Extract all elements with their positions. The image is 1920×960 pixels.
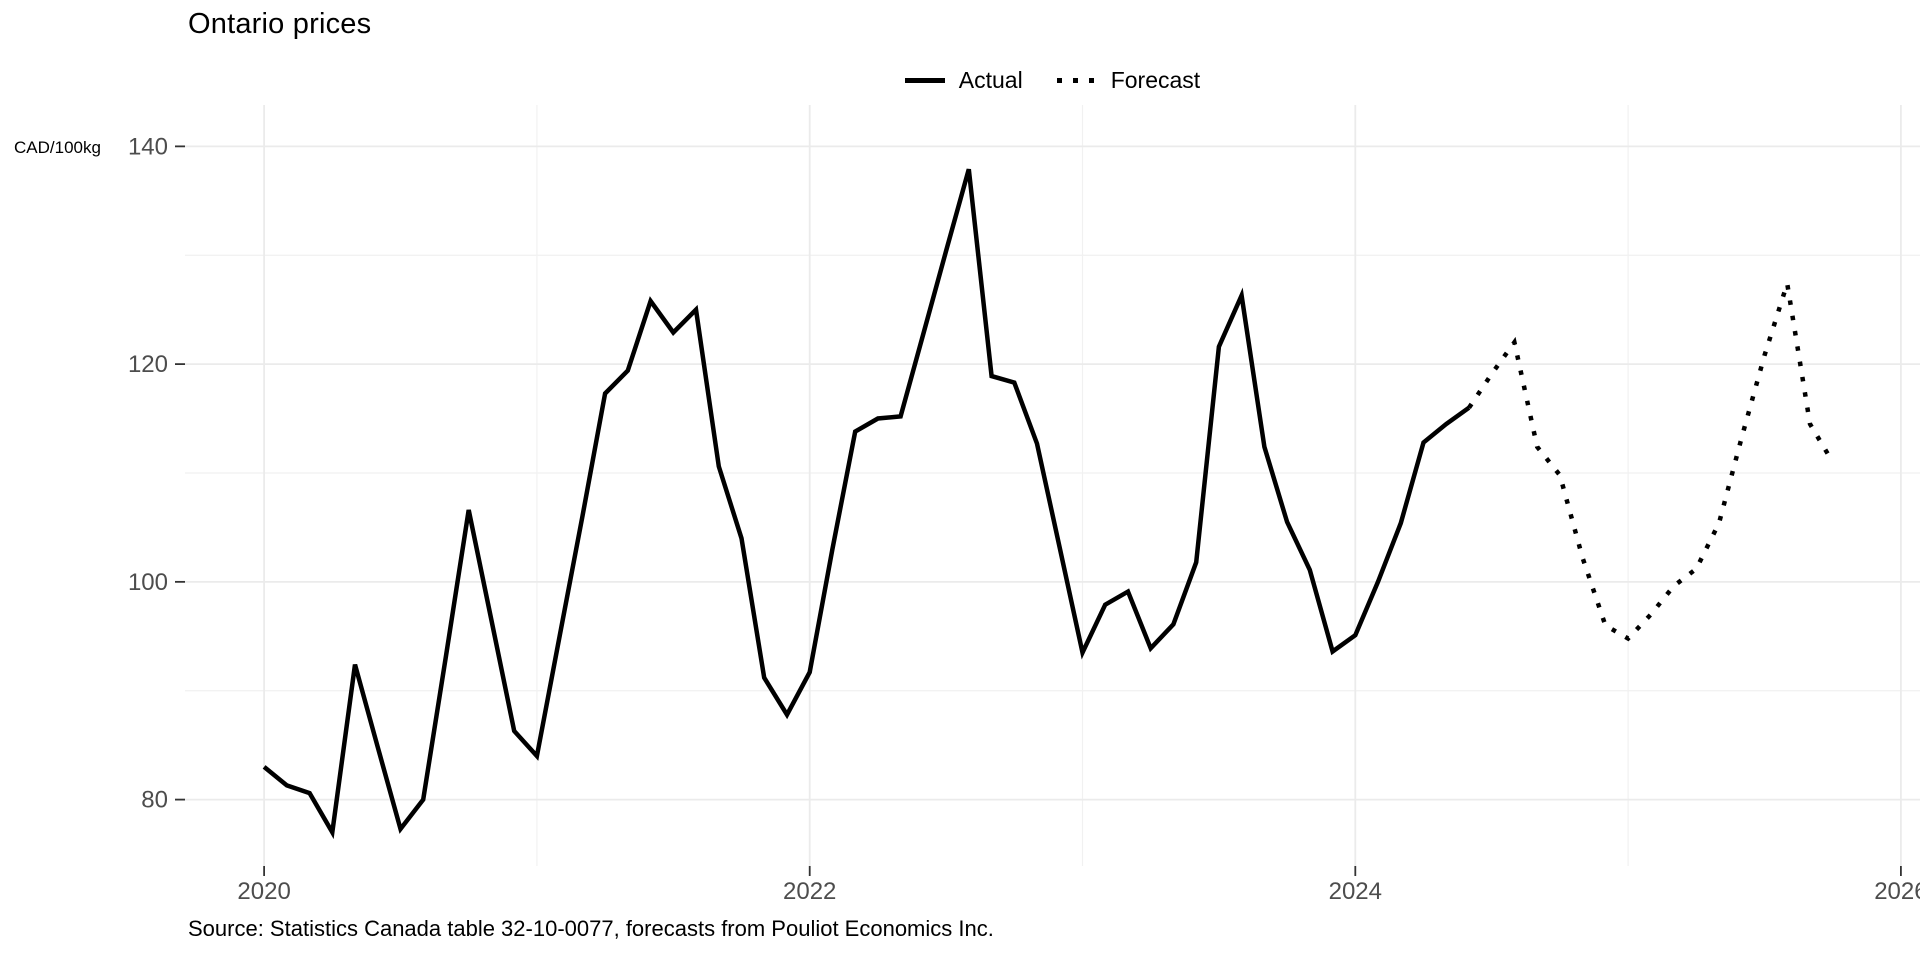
forecast-line-key-icon	[1056, 77, 1097, 83]
series-line-actual	[262, 168, 1471, 840]
legend-label-forecast: Forecast	[1110, 66, 1201, 93]
x-axis-tick-label: 2026	[1874, 878, 1920, 905]
x-axis-tick-label: 2022	[783, 878, 836, 905]
legend: Actual Forecast	[185, 62, 1920, 98]
chart-title: Ontario prices	[188, 8, 372, 40]
y-axis-unit-label: CAD/100kg	[14, 138, 101, 157]
y-axis-tick-label: 140	[128, 133, 168, 160]
series-line-forecast	[1467, 282, 1835, 642]
y-axis-tick-label: 120	[128, 351, 168, 378]
y-axis-tick-label: 80	[141, 787, 168, 814]
x-axis-tick-label: 2020	[237, 878, 290, 905]
x-axis-tick-label: 2024	[1329, 878, 1382, 905]
y-axis-tick-label: 100	[128, 569, 168, 596]
legend-label-actual: Actual	[958, 66, 1023, 93]
source-caption: Source: Statistics Canada table 32-10-00…	[188, 916, 994, 941]
actual-line-key-icon	[904, 77, 945, 83]
